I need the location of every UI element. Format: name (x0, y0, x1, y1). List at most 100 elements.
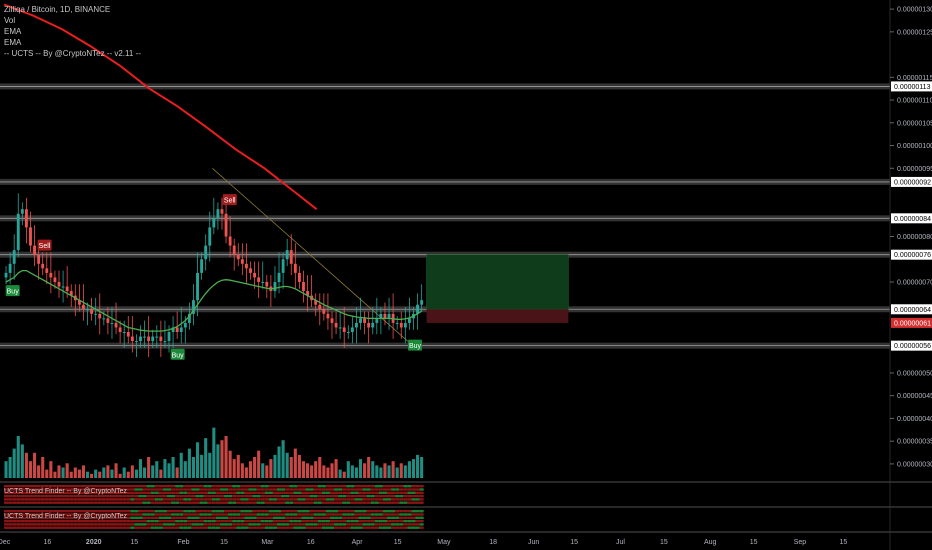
legend-vol[interactable]: Vol (4, 16, 16, 25)
candle[interactable] (371, 322, 375, 328)
candle[interactable] (33, 245, 36, 255)
candle[interactable] (134, 341, 138, 343)
candle[interactable] (383, 313, 387, 319)
candle[interactable] (253, 272, 257, 278)
candle[interactable] (350, 327, 354, 333)
candle[interactable] (338, 327, 342, 329)
legend-title[interactable]: Zilliqa / Bitcoin, 1D, BINANCE (4, 5, 111, 14)
candle[interactable] (179, 327, 183, 333)
candle[interactable] (159, 336, 163, 342)
candle[interactable] (175, 327, 179, 333)
candle[interactable] (90, 309, 94, 314)
candle[interactable] (171, 327, 175, 333)
candle[interactable] (126, 332, 130, 337)
candle[interactable] (106, 318, 110, 323)
candle[interactable] (216, 209, 220, 219)
candle[interactable] (224, 213, 228, 237)
candle[interactable] (416, 304, 419, 314)
candle[interactable] (118, 327, 122, 333)
candle[interactable] (77, 300, 81, 305)
candle[interactable] (86, 309, 89, 311)
trend-finder-label-1[interactable]: UCTS Trend Finder -- By @CryptoNTez (4, 488, 128, 495)
candle[interactable] (183, 322, 187, 328)
candle[interactable] (37, 254, 41, 264)
price-tag[interactable]: 0.00000092 (891, 176, 932, 187)
candle[interactable] (289, 250, 293, 264)
candle[interactable] (82, 304, 85, 310)
candle[interactable] (342, 327, 346, 333)
candle[interactable] (395, 322, 399, 324)
candle[interactable] (322, 309, 326, 314)
price-tag[interactable]: 0.00000084 (891, 213, 932, 224)
candle[interactable] (334, 322, 338, 328)
candle[interactable] (273, 281, 277, 292)
candle[interactable] (130, 336, 134, 342)
candle[interactable] (196, 272, 199, 301)
price-tag[interactable]: 0.00000064 (891, 304, 932, 315)
candle[interactable] (281, 259, 285, 273)
candle[interactable] (375, 318, 379, 323)
candle[interactable] (359, 318, 362, 323)
candle[interactable] (155, 336, 159, 338)
candle[interactable] (45, 268, 49, 273)
candle[interactable] (200, 259, 204, 273)
candle[interactable] (98, 313, 102, 319)
candle[interactable] (285, 250, 289, 260)
candle[interactable] (244, 263, 248, 269)
profit-zone[interactable] (426, 254, 569, 310)
candle[interactable] (346, 332, 350, 334)
candle[interactable] (12, 250, 16, 264)
candle[interactable] (363, 318, 367, 323)
candle[interactable] (53, 277, 57, 282)
candle[interactable] (147, 336, 151, 342)
ema-fast-line[interactable] (5, 269, 422, 332)
candle[interactable] (24, 209, 28, 228)
candle[interactable] (277, 272, 281, 282)
candle[interactable] (192, 300, 195, 314)
price-tag[interactable]: 0.00000076 (891, 249, 932, 260)
candle[interactable] (326, 313, 330, 319)
candle[interactable] (41, 263, 45, 269)
legend-ema-1[interactable]: EMA (4, 27, 22, 36)
price-tag[interactable]: 0.00000056 (891, 340, 932, 351)
price-tag[interactable]: 0.00000113 (891, 81, 932, 92)
buy-signal[interactable]: Buy (170, 348, 185, 360)
candle[interactable] (249, 268, 252, 273)
candle[interactable] (139, 336, 142, 342)
candle[interactable] (379, 313, 383, 319)
candle[interactable] (94, 313, 98, 315)
candle[interactable] (330, 318, 334, 323)
candle[interactable] (420, 300, 424, 305)
ema-slow-line[interactable] (3, 3, 318, 210)
candle[interactable] (240, 259, 244, 264)
buy-signal[interactable]: Buy (407, 339, 422, 351)
candle[interactable] (122, 332, 126, 334)
candle[interactable] (228, 236, 232, 246)
candle[interactable] (143, 336, 147, 338)
price-tag[interactable]: 0.00000061 (891, 317, 932, 328)
candle[interactable] (220, 209, 224, 214)
candle[interactable] (355, 322, 358, 328)
sell-signal[interactable]: Sell (222, 194, 237, 206)
downtrend-line[interactable] (212, 167, 419, 351)
sell-signal[interactable]: Sell (37, 239, 52, 251)
candle[interactable] (151, 336, 155, 342)
candle[interactable] (318, 304, 322, 310)
candle[interactable] (265, 281, 269, 287)
candle[interactable] (314, 300, 318, 305)
stop-zone[interactable] (426, 309, 569, 323)
candle[interactable] (163, 341, 167, 343)
candle[interactable] (232, 245, 236, 255)
candle[interactable] (208, 227, 212, 246)
candle[interactable] (204, 245, 208, 260)
candle[interactable] (212, 218, 216, 228)
candle[interactable] (16, 213, 20, 251)
candle[interactable] (20, 209, 24, 214)
candle[interactable] (114, 322, 118, 328)
candle[interactable] (403, 322, 407, 328)
legend-ema-2[interactable]: EMA (4, 38, 22, 47)
candle[interactable] (4, 272, 8, 278)
buy-signal[interactable]: Buy (5, 285, 20, 297)
candle[interactable] (65, 286, 69, 292)
candle[interactable] (387, 313, 391, 319)
